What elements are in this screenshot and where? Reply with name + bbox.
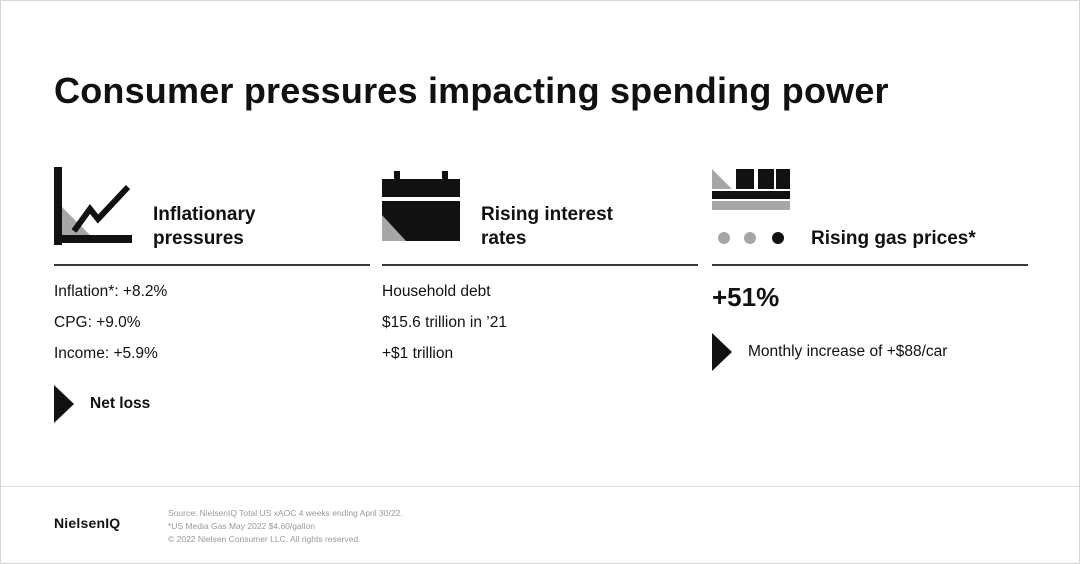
source-line: Source: NielsenIQ Total US xAOC 4 weeks …: [168, 508, 403, 518]
net-loss-label: Net loss: [90, 395, 151, 412]
gas-increase-value: +51%: [712, 282, 780, 312]
car-train-icon: [712, 169, 790, 244]
footer-divider: [0, 486, 1080, 487]
stat-line: Income: +5.9%: [54, 345, 158, 362]
stat-list: Household debt $15.6 trillion in ’21 +$1…: [382, 282, 507, 375]
monthly-increase-label: Monthly increase of +$88/car: [748, 343, 948, 360]
source-line: *US Media Gas May 2022 $4.60/gallon: [168, 521, 315, 531]
rising-chart-icon: [54, 167, 132, 245]
stat-line: Inflation*: +8.2%: [54, 283, 168, 300]
stat-line: +$1 trillion: [382, 345, 454, 362]
divider: [54, 264, 370, 266]
page-title: Consumer pressures impacting spending po…: [54, 70, 889, 111]
triangle-pointer-icon: [54, 385, 74, 423]
divider: [712, 264, 1028, 266]
stat-line: CPG: +9.0%: [54, 314, 141, 331]
stat-list: Inflation*: +8.2% CPG: +9.0% Income: +5.…: [54, 282, 167, 375]
column-heading: Rising interest rates: [481, 204, 613, 249]
stat-line: Household debt: [382, 283, 491, 300]
source-notes: Source: NielsenIQ Total US xAOC 4 weeks …: [168, 507, 403, 546]
divider: [382, 264, 698, 266]
calendar-icon: [382, 171, 460, 241]
stat-line: $15.6 trillion in ’21: [382, 314, 507, 331]
triangle-pointer-icon: [712, 333, 732, 371]
source-line: © 2022 Nielsen Consumer LLC. All rights …: [168, 534, 361, 544]
nielseniq-logo: NielsenIQ: [54, 515, 121, 531]
column-heading: Rising gas prices*: [811, 228, 976, 249]
column-heading: Inflationary pressures: [153, 204, 256, 249]
